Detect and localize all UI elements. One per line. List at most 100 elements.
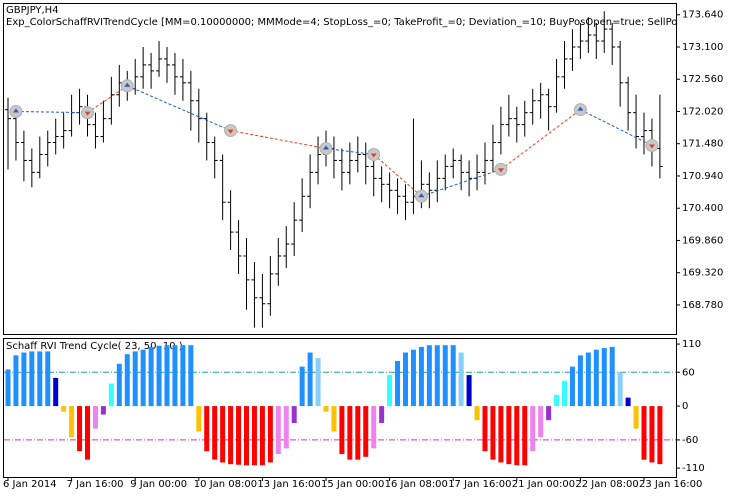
histogram-bar	[538, 406, 544, 438]
trade-line	[500, 109, 581, 170]
histogram-bar	[13, 355, 19, 407]
histogram-bar	[609, 346, 615, 407]
histogram-bar	[100, 406, 106, 415]
histogram-bar	[546, 406, 552, 421]
histogram-bar	[259, 406, 265, 466]
histogram-bar	[323, 406, 329, 412]
histogram-bar	[45, 351, 51, 407]
histogram-bar	[29, 351, 35, 407]
histogram-bar	[387, 375, 393, 407]
histogram-bar	[236, 406, 242, 465]
histogram-bar	[228, 406, 234, 465]
trade-arrow	[124, 82, 131, 87]
x-tick-label: 13 Jan 16:00	[257, 479, 320, 490]
histogram-bar	[77, 406, 83, 452]
y-tick-label: -60	[682, 435, 698, 446]
histogram-bar	[530, 406, 536, 452]
histogram-bar	[315, 358, 321, 407]
histogram-bar	[363, 406, 369, 457]
histogram-bar	[140, 349, 146, 407]
histogram-bar	[220, 406, 226, 463]
histogram-bar	[331, 406, 337, 432]
x-tick-label: 9 Jan 00:00	[130, 479, 187, 490]
histogram-bar	[395, 360, 401, 407]
histogram-bar	[251, 406, 257, 466]
main-panel	[3, 3, 677, 335]
trade-arrow	[648, 144, 655, 149]
x-tick-label: 6 Jan 2014	[3, 479, 57, 490]
trade-arrow	[577, 106, 584, 111]
histogram-bar	[267, 406, 273, 463]
x-tick-label: 15 Jan 00:00	[321, 479, 384, 490]
histogram-bar	[569, 366, 575, 407]
histogram-bar	[92, 406, 98, 429]
histogram-bar	[116, 363, 122, 407]
main-plot	[5, 11, 663, 328]
histogram-bar	[148, 346, 154, 407]
trade-arrow	[370, 153, 377, 158]
y-tick-label: 172.020	[682, 106, 723, 117]
trade-arrow	[84, 111, 91, 116]
trade-line	[373, 154, 422, 197]
chart-title: GBPJPY,H4	[6, 5, 59, 16]
histogram-bar	[522, 406, 528, 466]
histogram-bar	[617, 372, 623, 407]
y-tick-label: 168.780	[682, 300, 723, 311]
histogram-bar	[379, 406, 385, 424]
histogram-bar	[657, 406, 663, 465]
trade-arrow	[418, 193, 425, 198]
y-tick-label: -110	[682, 463, 705, 474]
histogram-bar	[244, 406, 249, 466]
indicator-title: Schaff RVI Trend Cycle( 23, 50, 10 )	[6, 341, 183, 352]
x-tick-label: 23 Jan 16:00	[639, 479, 702, 490]
histogram-bar	[307, 352, 313, 407]
histogram-bar	[275, 406, 281, 455]
histogram-bar	[474, 406, 480, 421]
histogram-bar	[212, 406, 218, 460]
histogram-bar	[625, 397, 631, 407]
trade-arrow	[12, 108, 19, 113]
histogram-bar	[466, 375, 472, 407]
x-tick-label: 17 Jan 16:00	[448, 479, 511, 490]
histogram-bar	[291, 406, 297, 424]
y-tick-label: 173.640	[682, 10, 723, 21]
x-tick-label: 22 Jan 08:00	[575, 479, 638, 490]
trade-arrow	[227, 129, 234, 134]
trade-line	[87, 85, 128, 114]
histogram-bar	[410, 349, 416, 407]
histogram-bar	[506, 406, 512, 465]
histogram-bar	[562, 380, 567, 407]
histogram-bar	[37, 351, 43, 407]
histogram-bar	[283, 406, 289, 449]
x-tick-label: 16 Jan 08:00	[385, 479, 448, 490]
histogram-bar	[577, 355, 583, 407]
histogram-bar	[172, 345, 178, 407]
histogram-bar	[418, 346, 424, 407]
histogram-bar	[585, 352, 591, 407]
trade-line	[325, 148, 374, 155]
histogram-bar	[450, 345, 456, 407]
histogram-bar	[434, 345, 440, 407]
histogram-bar	[426, 345, 432, 407]
x-tick-label: 10 Jan 08:00	[194, 479, 257, 490]
y-tick-label: 170.940	[682, 171, 723, 182]
y-tick-label: 173.100	[682, 42, 723, 53]
histogram-bar	[53, 377, 59, 407]
histogram-bar	[132, 351, 138, 407]
histogram-bar	[196, 406, 202, 432]
histogram-bar	[204, 406, 210, 452]
histogram-bar	[299, 366, 305, 407]
histogram-bar	[5, 369, 11, 407]
histogram-bar	[458, 352, 464, 407]
histogram-bar	[514, 406, 520, 466]
chart-subtitle: Exp_ColorSchaffRVITrendCycle [MM=0.10000…	[6, 17, 731, 28]
histogram-bar	[442, 345, 448, 407]
histogram-bar	[61, 406, 67, 412]
histogram-bar	[85, 406, 90, 460]
y-tick-label: 170.400	[682, 203, 723, 214]
histogram-bar	[355, 406, 361, 460]
histogram-bar	[124, 354, 130, 407]
histogram-bar	[371, 406, 377, 449]
histogram-bar	[164, 345, 170, 407]
